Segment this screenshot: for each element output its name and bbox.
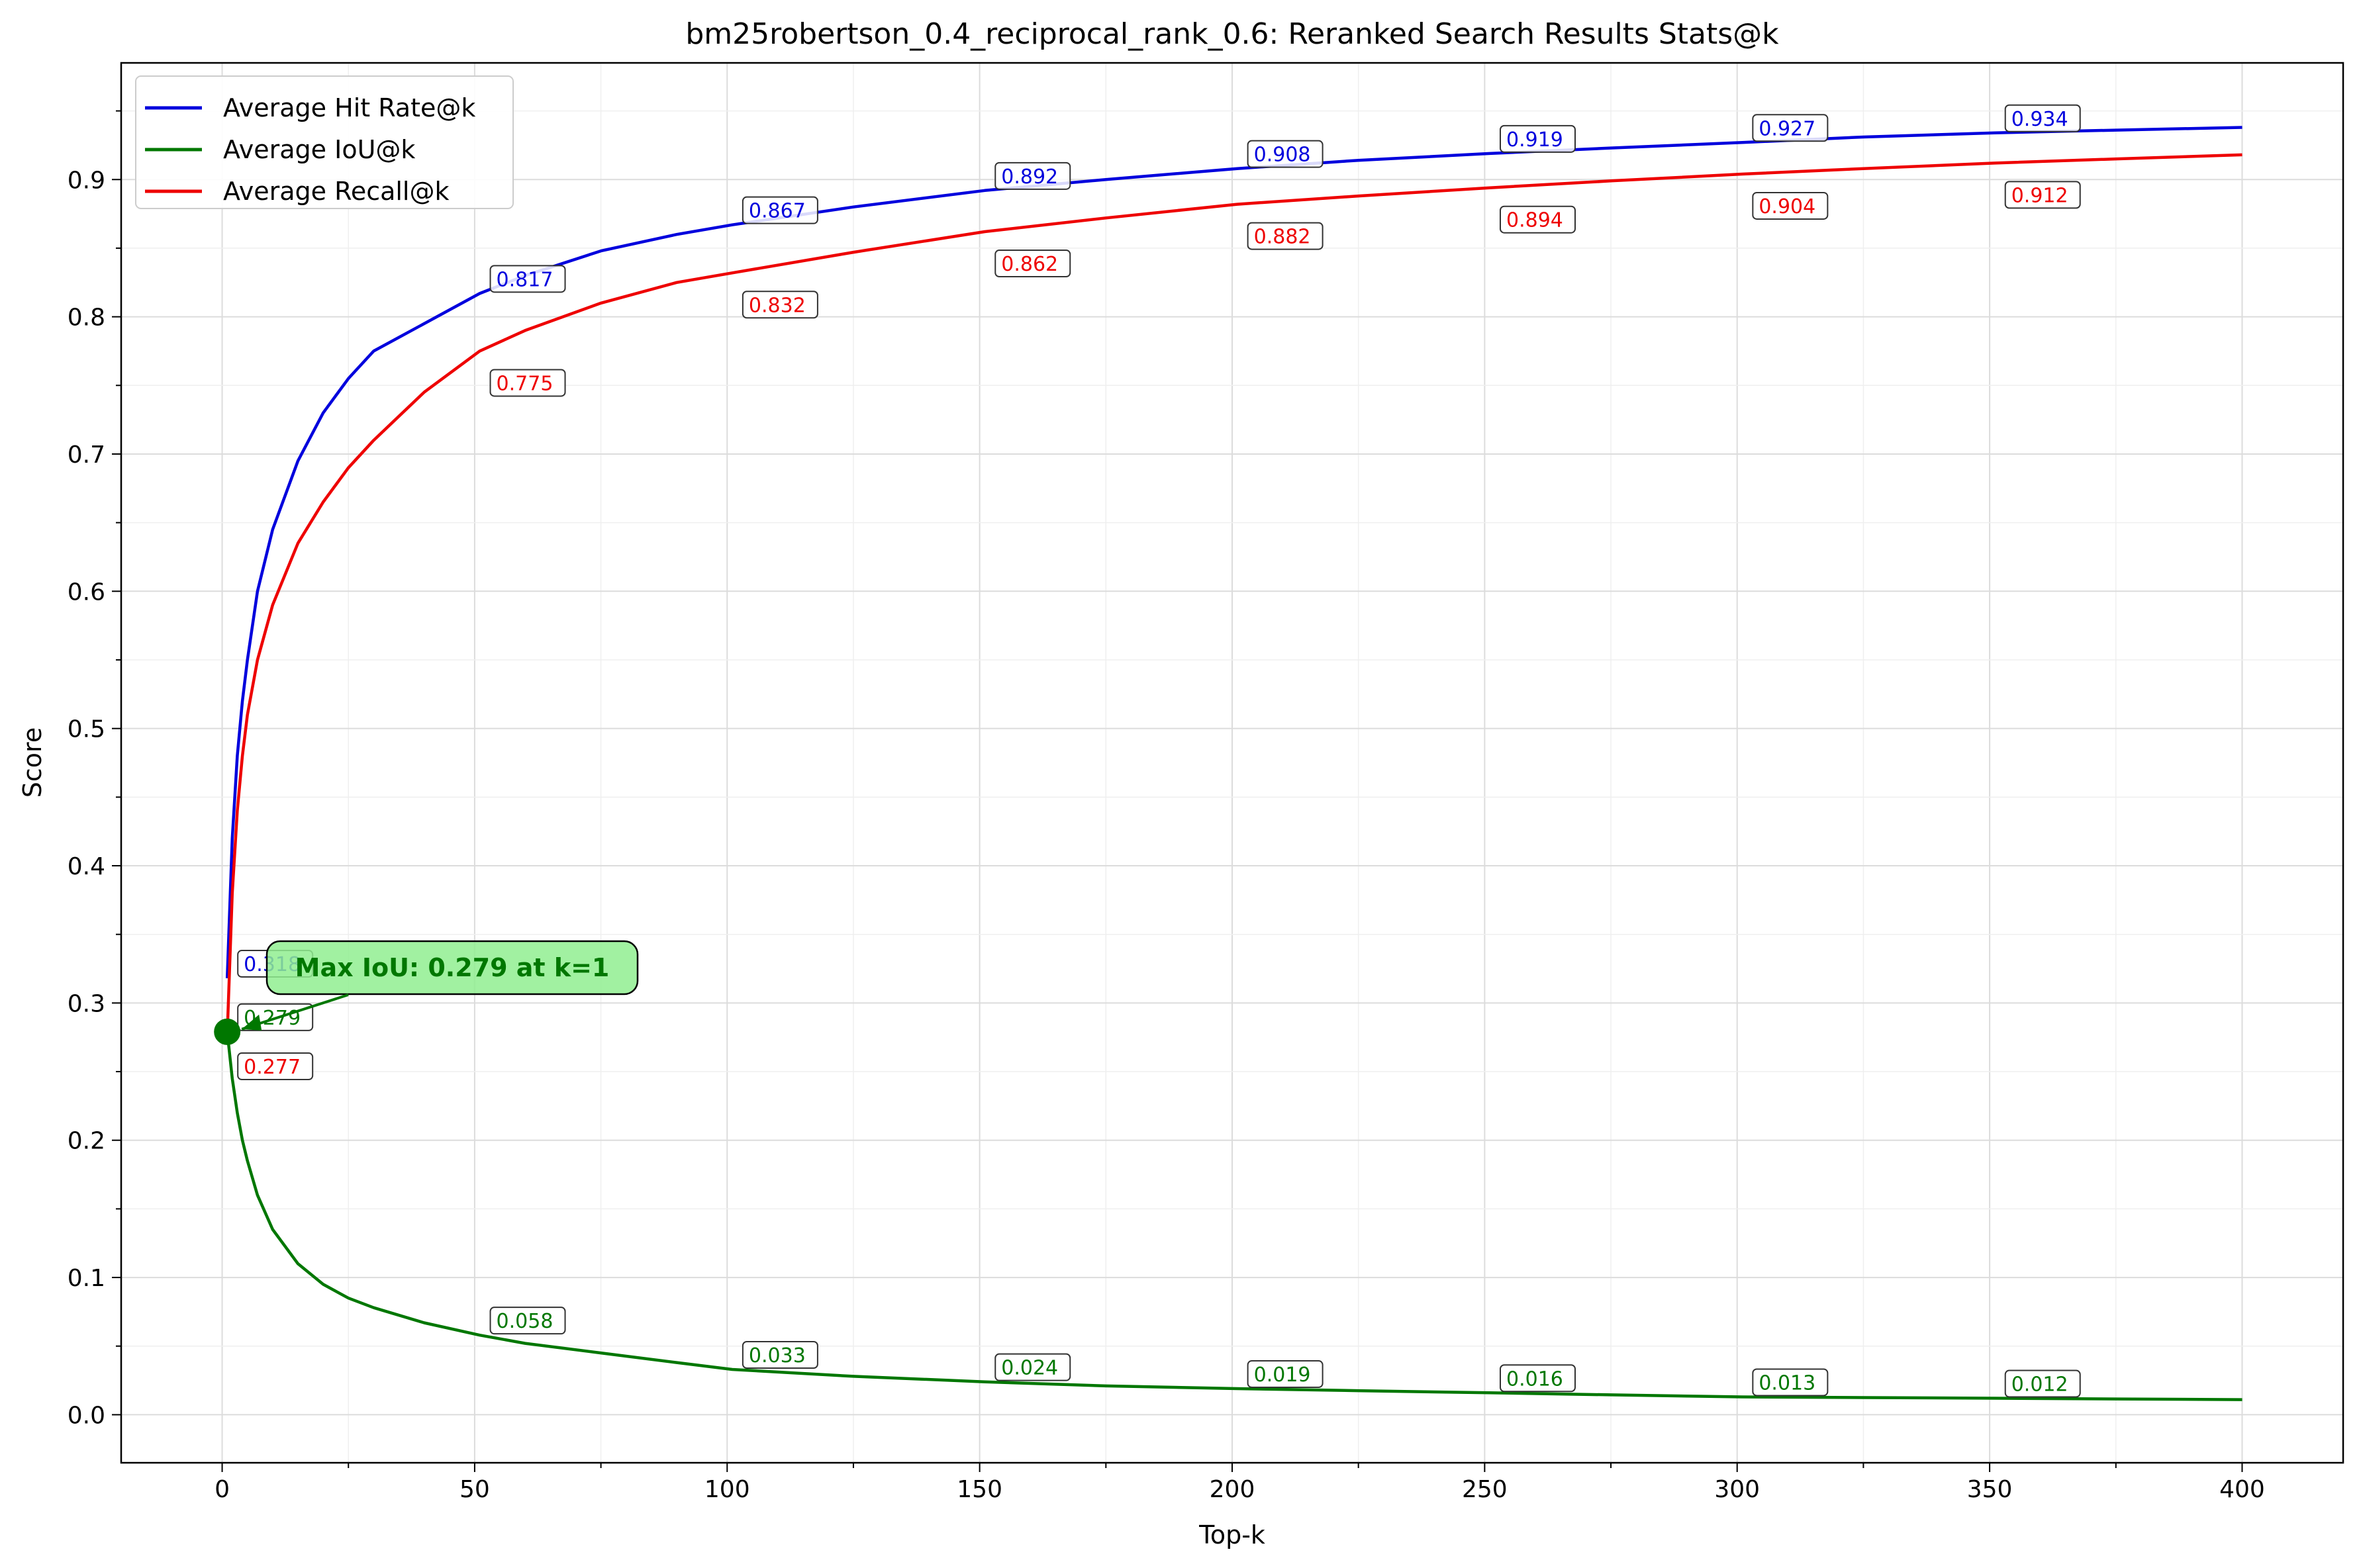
y-tick-label: 0.5 xyxy=(68,716,105,743)
data-label-box xyxy=(1499,205,1576,234)
data-label: 0.775 xyxy=(497,372,554,395)
data-label-box xyxy=(1752,191,1829,220)
data-label: 0.058 xyxy=(497,1310,554,1333)
y-tick-label: 0.6 xyxy=(68,578,105,606)
data-label-box xyxy=(1499,124,1576,153)
x-tick-label: 50 xyxy=(459,1476,490,1503)
max-iou-arrow-head xyxy=(242,1014,262,1031)
legend-label: Average IoU@k xyxy=(223,135,415,164)
series-line-2 xyxy=(225,153,2242,1035)
chart-title: bm25robertson_0.4_reciprocal_rank_0.6: R… xyxy=(685,17,1779,51)
x-tick-label: 300 xyxy=(1714,1476,1760,1503)
data-label: 0.934 xyxy=(2011,108,2068,131)
axis-ticks: 0 50 100 150 200 250 300 350 400 0.0 0.1 0.2 0.3 0.4 0… xyxy=(68,110,2265,1503)
x-tick-label: 350 xyxy=(1967,1476,2013,1503)
y-tick-label: 0.3 xyxy=(68,990,105,1017)
data-label-box xyxy=(994,250,1071,278)
data-label-box xyxy=(237,1052,314,1081)
annotation-layer: 0.3180.8170.8670.8920.9080.9190.9270.934… xyxy=(214,104,2081,1398)
x-axis-label: Top-k xyxy=(1198,1520,1265,1549)
data-label: 0.894 xyxy=(1506,209,1563,232)
data-label-box xyxy=(489,1307,566,1335)
data-label-box xyxy=(489,265,566,293)
data-label-box xyxy=(1247,222,1324,250)
x-tick-label: 0 xyxy=(215,1476,230,1503)
data-label: 0.016 xyxy=(1506,1367,1563,1391)
legend: Average Hit Rate@k Average IoU@k Average R… xyxy=(135,75,514,209)
data-label: 0.013 xyxy=(1759,1371,1815,1395)
grid xyxy=(121,63,2343,1463)
series-line-0 xyxy=(225,126,2242,979)
x-tick-label: 400 xyxy=(2219,1476,2265,1503)
data-label-box xyxy=(1499,1364,1576,1393)
data-label-box xyxy=(742,291,818,319)
data-label: 0.919 xyxy=(1506,128,1563,152)
data-label-box xyxy=(489,369,566,397)
data-label-box xyxy=(994,161,1071,190)
data-label-box xyxy=(1247,1360,1324,1389)
data-label-box xyxy=(742,1341,818,1369)
data-label: 0.817 xyxy=(497,268,554,291)
legend-box xyxy=(135,75,514,209)
data-label: 0.867 xyxy=(749,200,806,223)
data-label-box xyxy=(1752,1368,1829,1397)
x-tick-label: 200 xyxy=(1210,1476,1255,1503)
data-label: 0.862 xyxy=(1001,253,1058,276)
data-label: 0.033 xyxy=(749,1344,806,1367)
y-tick-label: 0.4 xyxy=(68,853,105,880)
data-label-box xyxy=(742,196,818,224)
y-tick-label: 0.9 xyxy=(68,167,105,194)
data-label: 0.912 xyxy=(2011,184,2068,207)
x-tick-label: 250 xyxy=(1462,1476,1508,1503)
legend-label: Average Hit Rate@k xyxy=(223,93,475,122)
data-label: 0.927 xyxy=(1759,117,1815,140)
series-layer xyxy=(225,126,2242,1401)
data-label: 0.019 xyxy=(1254,1363,1311,1387)
series-line-1 xyxy=(225,1031,2242,1401)
y-axis-label: Score xyxy=(18,727,47,798)
data-label-box xyxy=(2004,104,2081,132)
data-label: 0.832 xyxy=(749,294,806,317)
data-label: 0.892 xyxy=(1001,165,1058,189)
data-label: 0.908 xyxy=(1254,144,1311,167)
y-tick-label: 0.7 xyxy=(68,441,105,469)
data-label-box xyxy=(2004,1369,2081,1398)
x-tick-label: 150 xyxy=(957,1476,1002,1503)
y-tick-label: 0.0 xyxy=(68,1402,105,1429)
max-iou-callout-box xyxy=(265,940,639,995)
data-label: 0.024 xyxy=(1001,1357,1058,1380)
data-label-box xyxy=(994,1353,1071,1381)
legend-label: Average Recall@k xyxy=(223,177,450,206)
data-label: 0.277 xyxy=(244,1056,301,1079)
y-tick-label: 0.1 xyxy=(68,1265,105,1292)
y-tick-label: 0.8 xyxy=(68,304,105,332)
data-label-box xyxy=(1752,114,1829,142)
data-label: 0.012 xyxy=(2011,1373,2068,1397)
x-tick-label: 100 xyxy=(704,1476,750,1503)
data-label: 0.904 xyxy=(1759,195,1815,218)
data-label: 0.882 xyxy=(1254,226,1311,249)
data-label-box xyxy=(2004,181,2081,209)
y-tick-label: 0.2 xyxy=(68,1128,105,1155)
data-label-box xyxy=(1247,140,1324,168)
max-iou-callout-text: Max IoU: 0.279 at k=1 xyxy=(295,953,610,982)
max-iou-marker xyxy=(214,1018,241,1045)
